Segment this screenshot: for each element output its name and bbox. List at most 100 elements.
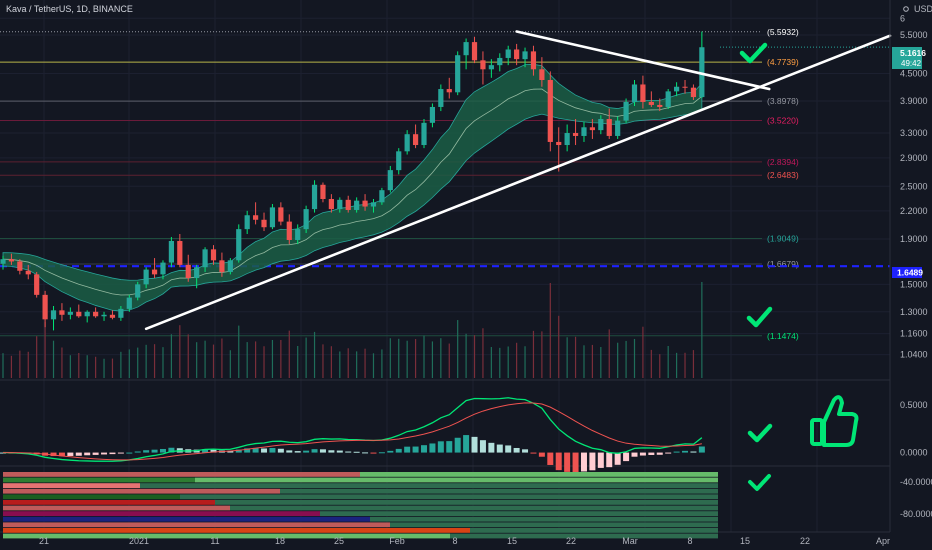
heatmap-pane[interactable]: [3, 472, 718, 539]
trendlines[interactable]: [144, 30, 892, 331]
volume-bar: [499, 347, 501, 378]
volume-bar: [692, 350, 695, 378]
macd-histogram-bar: [446, 441, 453, 453]
candle-body: [59, 310, 65, 315]
currency-label[interactable]: USDT: [914, 4, 932, 14]
volume-bar: [128, 349, 130, 378]
macd-histogram-bar: [463, 435, 470, 453]
candle-body: [202, 249, 208, 268]
gear-icon[interactable]: [903, 6, 909, 12]
price-level-label: (1.6679): [767, 259, 799, 269]
price-axis[interactable]: 6 5.5000 4.5000 3.9000 3.3000 2.9000 2.5000 2.2…: [900, 13, 932, 519]
price-tick-label: 1.3000: [900, 307, 928, 317]
heatmap-cell: [3, 483, 140, 488]
macd-histogram-bar: [589, 452, 596, 471]
candle-body: [623, 101, 629, 121]
time-tick-label: 8: [452, 536, 457, 546]
volume-bar: [111, 358, 114, 378]
macd-histogram-bar: [261, 448, 268, 453]
candle-body: [93, 311, 99, 317]
volume-bar: [145, 344, 147, 378]
macd-pane[interactable]: [0, 397, 705, 473]
macd-histogram-bar: [673, 451, 680, 453]
volume-bar: [516, 342, 518, 378]
candle-body: [396, 151, 402, 171]
thumbs-up-icon: [810, 395, 859, 447]
candle-body: [67, 311, 73, 315]
macd-histogram-bar: [648, 452, 655, 455]
macd-histogram-bar: [378, 452, 385, 454]
heatmap-cell: [3, 500, 215, 505]
macd-histogram-bar: [269, 448, 276, 453]
price-tick-label: 3.3000: [900, 128, 928, 138]
volume-bars: [2, 282, 703, 378]
price-tick-label: 1.1600: [900, 329, 928, 339]
volume-bar: [330, 346, 332, 378]
volume-bar: [271, 340, 274, 378]
volume-bar: [86, 355, 88, 378]
heatmap-tick-label: -40.0000: [900, 477, 932, 487]
price-tick-label: 1.5000: [900, 279, 928, 289]
volume-bar: [61, 347, 63, 378]
volume-bar: [558, 315, 560, 378]
volume-bar: [153, 344, 156, 378]
macd-histogram-bar: [294, 451, 301, 453]
candle-body: [8, 259, 15, 262]
volume-bar: [69, 355, 71, 378]
candle-body: [109, 314, 116, 318]
candle-body: [337, 199, 343, 210]
volume-bar: [238, 325, 240, 378]
blue-line-badge: [892, 267, 922, 278]
heatmap-cell: [3, 472, 360, 477]
heatmap-cell: [370, 516, 718, 522]
candle-body: [699, 47, 705, 98]
time-tick-label: Feb: [389, 536, 405, 546]
volume-bar: [255, 341, 257, 378]
symbol-title[interactable]: Kava / TetherUS, 1D, BINANCE: [6, 4, 133, 14]
macd-histogram-bar: [530, 452, 537, 454]
price-tick-label: 1.0400: [900, 350, 928, 360]
candle-body: [210, 249, 217, 261]
macd-histogram-bar: [210, 449, 217, 453]
macd-histogram-bar: [547, 452, 554, 465]
time-axis[interactable]: 21 2021 11 18 25 Feb 8 15 22 Mar 8 15 22 Apr: [39, 536, 890, 546]
macd-histogram-bar: [580, 452, 587, 472]
price-level-label: (2.6483): [767, 170, 799, 180]
macd-histogram-bar: [387, 450, 394, 453]
macd-histogram-bar: [656, 452, 663, 455]
macd-signal-line: [2, 402, 702, 461]
volume-bar: [246, 342, 248, 378]
macd-histogram-bar: [665, 452, 672, 454]
candle-body: [480, 60, 486, 70]
macd-tick-label: 0.5000: [900, 400, 928, 410]
candle-body: [674, 86, 680, 92]
candle-body: [50, 310, 57, 320]
candle-body: [615, 120, 621, 136]
volume-bar: [372, 353, 375, 378]
macd-histogram-bar: [126, 452, 133, 454]
trendline-upper-resistance: [515, 30, 771, 91]
volume-bar: [313, 331, 316, 378]
candle-body: [522, 51, 528, 60]
candle-body: [143, 269, 149, 285]
candle-body: [370, 202, 377, 207]
candle-body: [589, 127, 595, 131]
volume-bar: [549, 283, 551, 378]
volume-bar: [667, 346, 669, 378]
macd-histogram-bar: [538, 452, 545, 457]
volume-bar: [482, 328, 484, 378]
macd-histogram-bar: [639, 452, 646, 456]
candle-body: [379, 190, 385, 203]
time-tick-label: 25: [334, 536, 344, 546]
macd-histogram-bar: [75, 452, 82, 456]
candle-body: [269, 207, 276, 228]
volume-bar: [398, 338, 400, 378]
candle-body: [253, 215, 259, 220]
candle-body: [404, 134, 410, 152]
volume-bar: [10, 355, 13, 378]
volume-bar: [490, 347, 492, 378]
macd-histogram-bar: [286, 450, 293, 453]
macd-histogram-bar: [277, 448, 284, 453]
candle-body: [412, 134, 419, 146]
